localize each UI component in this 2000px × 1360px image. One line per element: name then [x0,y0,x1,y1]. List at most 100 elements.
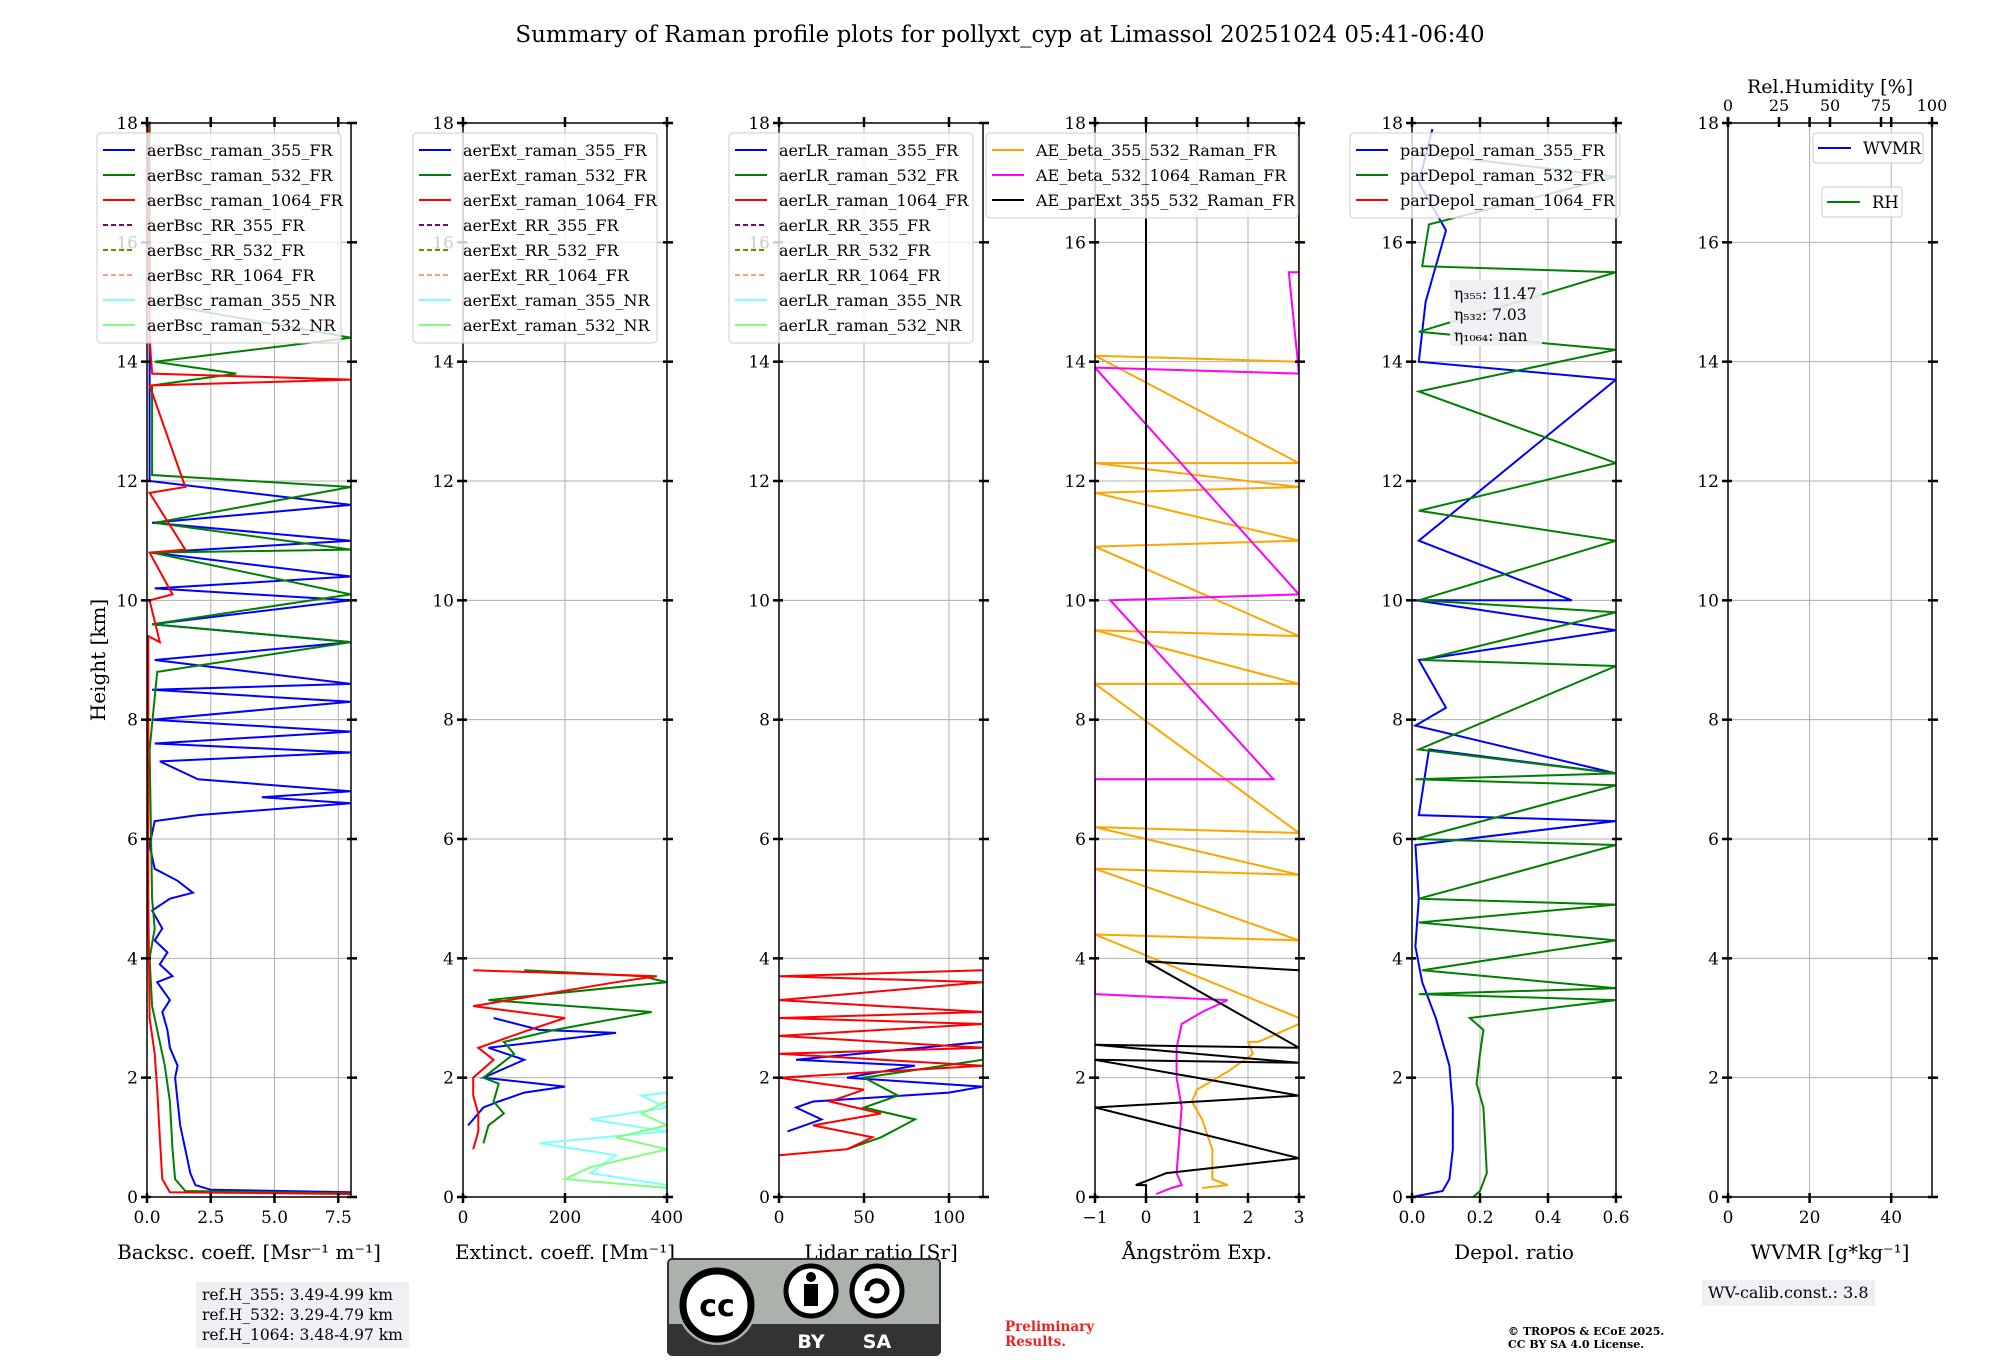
legend-label: aerExt_raman_355_FR [463,141,648,160]
panel-lidar-ratio: 024681012141618050100Lidar ratio [Sr]aer… [728,114,989,1264]
axes-frame [778,122,984,1198]
top-x-tick-label: 75 [1871,96,1891,115]
badge-by-label: BY [797,1331,824,1353]
series-line-AE_parExt_355_532_Raman_FR [1095,123,1299,1197]
y-tick-label: 10 [1064,591,1086,611]
depol-eta-annotation: η₃₅₅: 11.47 η₅₃₂: 7.03 η₁₀₆₄: nan [1450,280,1542,346]
legend-label: parDepol_raman_355_FR [1400,141,1606,160]
legend-label: WVMR [1863,139,1922,158]
y-tick-label: 8 [1075,711,1086,731]
figure-title: Summary of Raman profile plots for polly… [515,22,1485,48]
annotation-line: η₅₃₂: 7.03 [1454,306,1527,324]
y-tick-label: 2 [127,1069,138,1089]
legend-angstrom: AE_beta_355_532_Raman_FR AE_beta_532_1064… [985,132,1299,219]
x-tick-label: 0 [1141,1208,1152,1228]
series-line-aerBsc_raman_355_FR [148,123,351,1194]
y-tick-label: 14 [1381,353,1403,373]
y-tick-label: 6 [127,830,138,850]
series-line-AE_beta_532_1064_Raman_FR [1095,271,1299,1195]
legend-label: aerLR_RR_355_FR [779,216,931,235]
x-tick-label: 0 [1723,1208,1734,1228]
x-axis-label: Ångström Exp. [1121,1239,1272,1264]
y-tick-label: 18 [432,114,454,134]
annotation-line: η₁₀₆₄: nan [1454,327,1528,345]
legend-label: AE_beta_532_1064_Raman_FR [1035,166,1287,185]
legend-label: aerBsc_raman_532_FR [147,166,333,185]
x-tick-label: 3 [1294,1208,1305,1228]
y-tick-label: 2 [1075,1069,1086,1089]
x-tick-label: 1 [1192,1208,1203,1228]
cc-icon [679,1267,755,1343]
legend-box [1349,132,1621,219]
legend-label: aerLR_raman_532_NR [779,316,962,335]
y-tick-label: 2 [759,1069,770,1089]
legend-label: aerLR_raman_355_NR [779,291,962,310]
series-line-aerExt_raman_1064_FR [472,969,657,1150]
x-axis-label: WVMR [g*kg⁻¹] [1751,1240,1910,1264]
y-tick-label: 4 [127,949,138,969]
legend-box [96,132,342,344]
y-tick-label: 2 [1708,1069,1719,1089]
legend-label: aerExt_RR_1064_FR [463,266,630,285]
y-tick-label: 6 [1075,830,1086,850]
legend-label: aerBsc_raman_532_NR [147,316,336,335]
x-tick-label: 200 [549,1208,581,1228]
y-tick-label: 12 [1381,472,1403,492]
y-tick-label: 18 [1381,114,1403,134]
y-tick-label: 6 [1392,830,1403,850]
legend-label: aerLR_raman_532_FR [779,166,959,185]
y-tick-label: 18 [1064,114,1086,134]
axes-frame [1727,122,1933,1198]
x-tick-label: 2.5 [197,1208,224,1228]
series-line-aerExt_raman_532_NR [561,1100,667,1189]
y-tick-label: 10 [116,591,138,611]
x-tick-label: 0 [774,1208,785,1228]
y-tick-label: 6 [759,830,770,850]
y-tick-label: 4 [1075,949,1086,969]
legend-depolarization: parDepol_raman_355_FR parDepol_raman_532_… [1349,132,1621,219]
series-line-aerExt_raman_532_FR [481,969,667,1144]
share-alike-icon [849,1263,905,1319]
y-tick-label: 8 [127,711,138,731]
y-tick-label: 4 [759,949,770,969]
cc-icon-text: cc [699,1289,735,1324]
x-tick-label: 0 [458,1208,469,1228]
legend-label: aerBsc_raman_1064_FR [147,191,344,210]
top-x-tick-label: 100 [1917,96,1948,115]
legend-label: aerBsc_raman_355_FR [147,141,333,160]
series-line-aerBsc_raman_532_FR [148,123,351,1195]
y-tick-label: 14 [748,353,770,373]
x-tick-label: 0.0 [1398,1208,1425,1228]
y-tick-label: 16 [1381,233,1403,253]
y-tick-label: 14 [432,353,454,373]
y-tick-label: 10 [1381,591,1403,611]
y-tick-label: 4 [443,949,454,969]
legend-extinction: aerExt_raman_355_FR aerExt_raman_532_FRae… [412,132,658,344]
legend-backscatter: aerBsc_raman_355_FR aerBsc_raman_532_FRae… [96,132,344,344]
y-tick-label: 16 [1064,233,1086,253]
y-axis-label: Height [km] [86,599,110,721]
y-tick-label: 8 [759,711,770,731]
y-tick-label: 12 [116,472,138,492]
x-tick-label: 0.6 [1602,1208,1629,1228]
y-tick-label: 12 [432,472,454,492]
panel-depolarization: 0 2 4 6 8 10 12 14 16 18 0.0 0.2 0.4 0.6 Depol. ratio p… [1349,114,1630,1264]
y-tick-label: 16 [1697,233,1719,253]
legend-RH: RH [1821,186,1903,218]
y-tick-label: 12 [748,472,770,492]
wv-calibration-box: WV-calib.const.: 3.8 [1702,1280,1875,1306]
legend-label: aerBsc_RR_355_FR [147,216,305,235]
series-line-parDepol_raman_532_FR [1414,151,1616,1197]
series-line-aerLR_raman_1064_FR [779,969,983,1157]
x-tick-label: 20 [1799,1208,1821,1228]
legend-box [728,132,974,344]
legend-WVMR: WVMR [1812,132,1924,164]
y-tick-label: 18 [748,114,770,134]
top-x-tick-label: 25 [1769,96,1789,115]
y-tick-label: 10 [1697,591,1719,611]
legend-label: aerLR_RR_1064_FR [779,266,941,285]
y-tick-label: 6 [443,830,454,850]
y-tick-label: 10 [432,591,454,611]
legend-label: aerExt_raman_532_FR [463,166,648,185]
